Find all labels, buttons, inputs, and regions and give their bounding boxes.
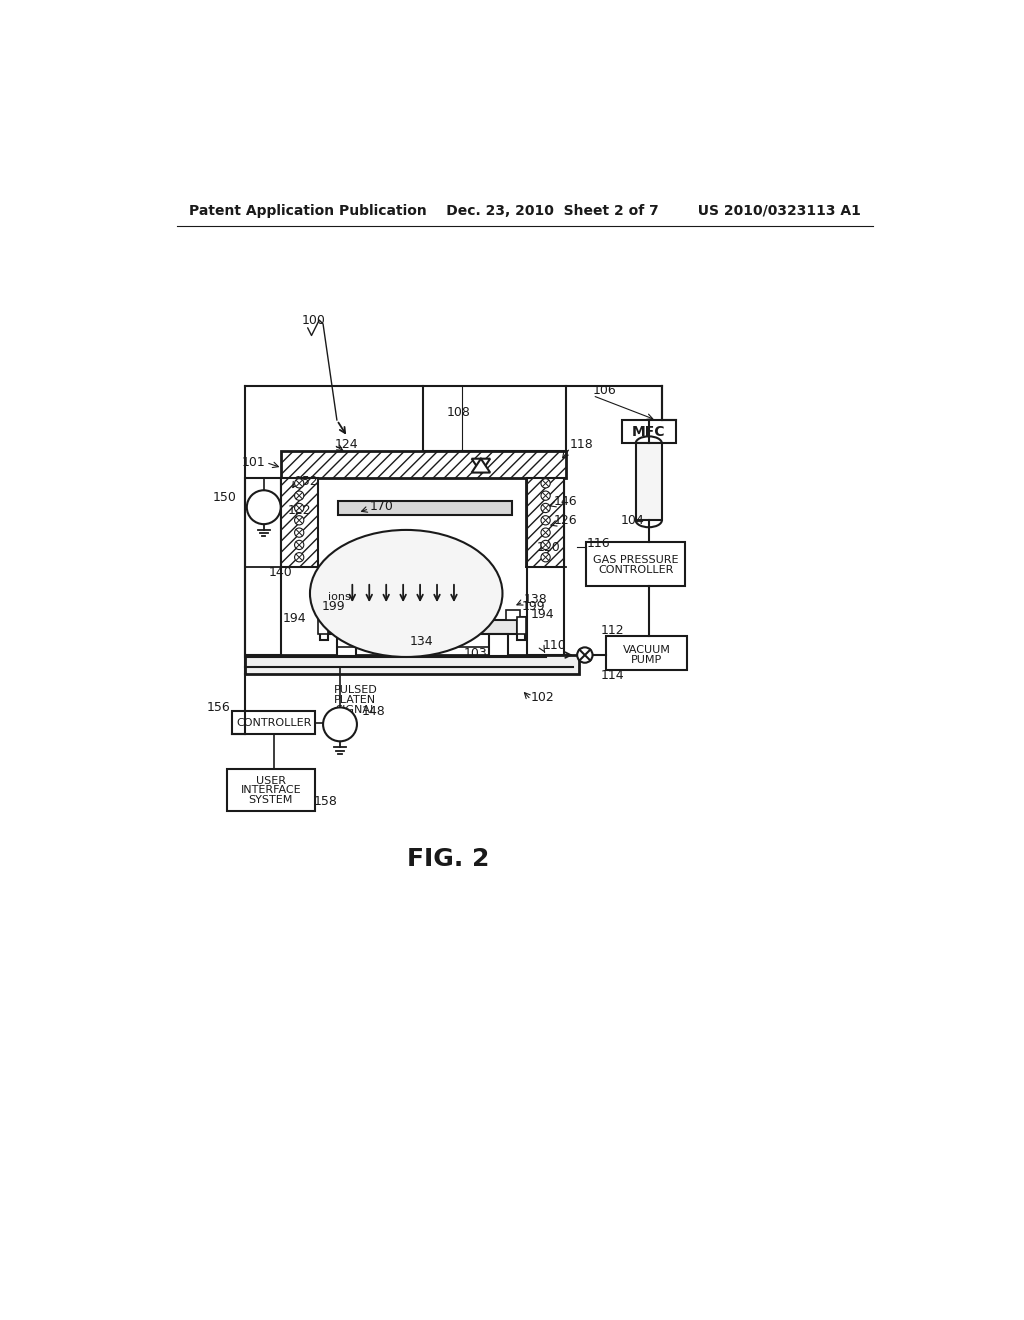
Circle shape	[295, 479, 304, 488]
Bar	[319, 618, 328, 640]
Circle shape	[541, 479, 550, 488]
Text: INTERFACE: INTERFACE	[241, 785, 301, 795]
Text: 146: 146	[553, 495, 577, 508]
Bar	[245, 478, 282, 655]
Circle shape	[578, 647, 593, 663]
Bar	[506, 610, 520, 620]
Text: 152: 152	[295, 475, 318, 488]
Bar	[322, 620, 523, 635]
Bar	[226, 770, 315, 812]
Ellipse shape	[310, 529, 503, 657]
Text: 194: 194	[531, 607, 555, 620]
Text: 150: 150	[213, 491, 237, 504]
Text: 102: 102	[531, 690, 555, 704]
Text: ions: ions	[328, 593, 351, 602]
Text: VACUUM: VACUUM	[623, 644, 671, 655]
Text: 199: 199	[521, 601, 546, 612]
Text: PLATEN: PLATEN	[335, 694, 377, 705]
Text: PULSED: PULSED	[334, 685, 377, 694]
Text: 110: 110	[543, 639, 566, 652]
Text: PUMP: PUMP	[631, 656, 663, 665]
Bar	[527, 478, 564, 655]
Text: SYSTEM: SYSTEM	[249, 795, 293, 805]
Circle shape	[247, 490, 281, 524]
Bar	[517, 618, 526, 635]
Text: 170: 170	[370, 500, 393, 513]
Circle shape	[541, 503, 550, 512]
Circle shape	[295, 553, 304, 562]
Circle shape	[541, 540, 550, 549]
Text: CONTROLLER: CONTROLLER	[598, 565, 674, 576]
Text: 156: 156	[207, 701, 230, 714]
Text: FIG. 2: FIG. 2	[407, 847, 489, 871]
Text: PS: PS	[331, 718, 349, 731]
Bar	[281, 451, 565, 478]
Circle shape	[541, 528, 550, 537]
Bar	[245, 655, 580, 675]
Circle shape	[295, 528, 304, 537]
Text: 101: 101	[242, 455, 265, 469]
Bar	[337, 635, 356, 656]
Bar	[606, 636, 687, 671]
Text: 116: 116	[587, 537, 610, 550]
Text: 138: 138	[523, 593, 547, 606]
Circle shape	[295, 540, 304, 549]
Text: 140: 140	[268, 566, 292, 579]
Text: MFC: MFC	[632, 425, 666, 438]
Circle shape	[541, 491, 550, 500]
Polygon shape	[472, 459, 490, 473]
Text: 112: 112	[600, 624, 624, 638]
Text: 120: 120	[537, 541, 560, 554]
Bar	[488, 635, 508, 656]
Bar	[339, 502, 512, 515]
Bar	[423, 385, 565, 451]
Text: 199: 199	[322, 601, 345, 612]
Circle shape	[541, 516, 550, 525]
Bar	[587, 541, 685, 586]
Text: PS: PS	[255, 500, 272, 513]
Circle shape	[295, 491, 304, 500]
Text: 158: 158	[313, 795, 338, 808]
Bar	[636, 444, 662, 520]
Text: USER: USER	[256, 776, 286, 785]
Text: 126: 126	[553, 513, 577, 527]
Text: 122: 122	[288, 504, 311, 517]
Text: 114: 114	[600, 669, 624, 682]
Text: SIGNAL: SIGNAL	[335, 705, 376, 714]
Bar	[285, 491, 306, 510]
Text: 100: 100	[301, 314, 326, 326]
Bar	[517, 618, 525, 640]
Text: Patent Application Publication    Dec. 23, 2010  Sheet 2 of 7        US 2010/032: Patent Application Publication Dec. 23, …	[188, 203, 861, 218]
Text: GAS PRESSURE: GAS PRESSURE	[593, 554, 679, 565]
Bar	[232, 711, 315, 734]
Text: 104: 104	[621, 513, 645, 527]
Text: 148: 148	[361, 705, 385, 718]
Circle shape	[295, 516, 304, 525]
Bar	[318, 618, 328, 635]
Text: 108: 108	[446, 407, 470, 418]
Text: 118: 118	[569, 438, 593, 451]
Text: 103: 103	[464, 647, 487, 660]
Bar	[325, 610, 339, 620]
Text: 124: 124	[335, 438, 358, 451]
Circle shape	[323, 708, 357, 742]
Text: 106: 106	[593, 384, 616, 397]
Bar	[281, 478, 317, 566]
Bar	[622, 420, 676, 444]
Text: 194: 194	[283, 612, 306, 626]
Polygon shape	[472, 459, 490, 473]
Text: CONTROLLER: CONTROLLER	[237, 718, 311, 727]
Bar	[527, 478, 564, 566]
Circle shape	[295, 503, 304, 512]
Text: 134: 134	[410, 635, 434, 648]
Circle shape	[541, 553, 550, 562]
